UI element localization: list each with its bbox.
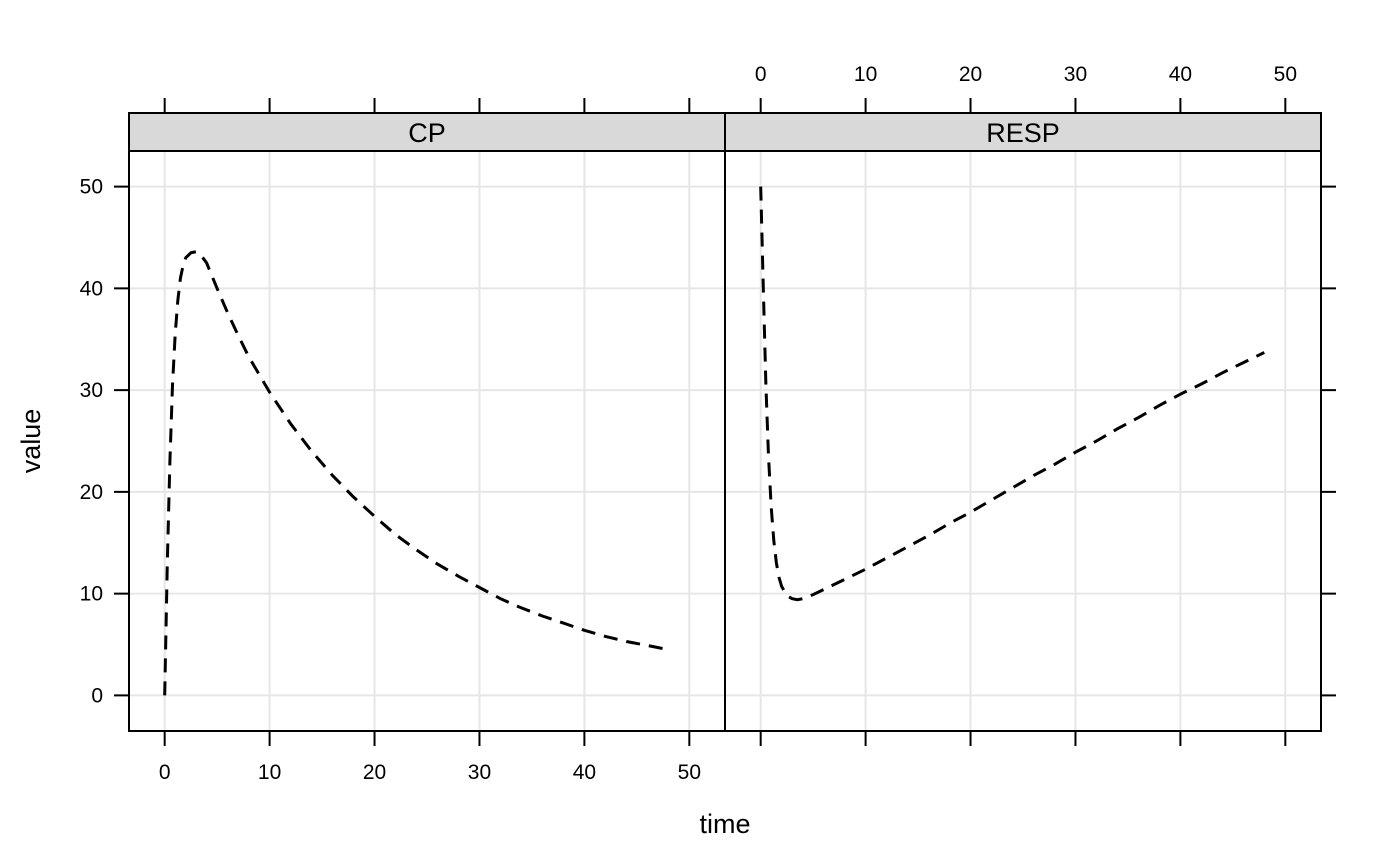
cp-strip [128, 112, 726, 152]
ytick-label-50: 50 [80, 176, 103, 199]
resp-xtick-label-40: 40 [1169, 63, 1192, 86]
cp-xtick-label-40: 40 [573, 761, 596, 784]
ytick-label-10: 10 [80, 583, 103, 606]
resp-xtick-label-0: 0 [755, 63, 767, 86]
cp-xtick-label-0: 0 [159, 761, 171, 784]
cp-strip-label: CP [408, 118, 446, 148]
resp-xtick-label-30: 30 [1064, 63, 1087, 86]
ytick-label-0: 0 [91, 684, 103, 707]
y-axis-title: value [16, 409, 46, 474]
resp-xtick-label-50: 50 [1274, 63, 1297, 86]
cp-xtick-label-20: 20 [363, 761, 386, 784]
cp-series-line [163, 250, 669, 696]
resp-series-line [759, 186, 1265, 602]
ytick-label-40: 40 [80, 277, 103, 300]
ytick-label-30: 30 [80, 379, 103, 402]
resp-xtick-label-20: 20 [959, 63, 982, 86]
resp-strip [724, 112, 1322, 152]
cp-xtick-label-30: 30 [468, 761, 491, 784]
resp-strip-label: RESP [986, 118, 1060, 148]
resp-xtick-label-10: 10 [854, 63, 877, 86]
ytick-label-20: 20 [80, 481, 103, 504]
x-axis-title: time [699, 809, 750, 839]
cp-xtick-label-50: 50 [678, 761, 701, 784]
cp-xtick-label-10: 10 [258, 761, 281, 784]
resp-panel-border [724, 150, 1322, 732]
